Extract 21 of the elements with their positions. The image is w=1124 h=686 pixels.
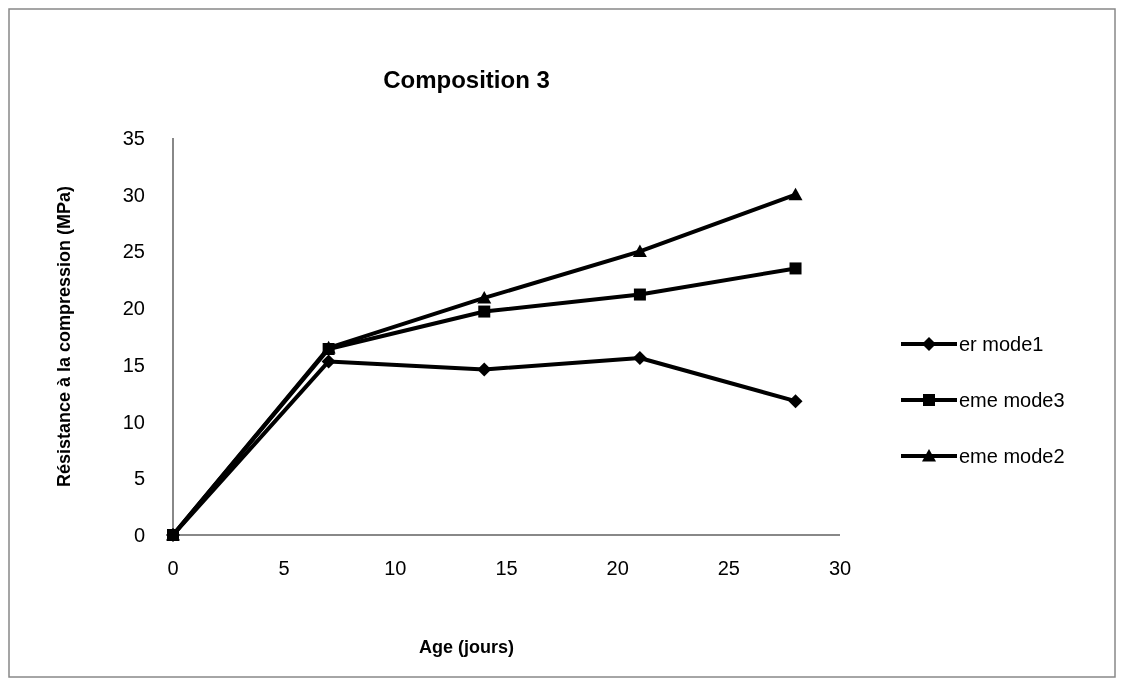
y-tick-label: 35: [122, 127, 145, 149]
legend-label: eme mode2: [959, 445, 1065, 467]
x-tick-label: 0: [167, 557, 179, 579]
y-tick-label: 15: [122, 353, 145, 376]
x-tick-label: 20: [606, 557, 629, 579]
y-axis-title: Résistance à la compression (MPa): [54, 185, 74, 488]
y-tick-label: 5: [133, 467, 145, 490]
x-tick-label: 30: [828, 557, 852, 579]
x-tick-label: 10: [384, 557, 407, 579]
legend-label: er mode1: [959, 333, 1044, 355]
x-tick-label: 5: [278, 557, 290, 579]
x-axis-title: Age (jours): [418, 637, 515, 657]
x-tick-label: 25: [717, 557, 740, 579]
y-tick-label: 0: [133, 524, 145, 546]
y-tick-label: 20: [122, 297, 145, 320]
y-tick-label: 30: [122, 183, 145, 206]
y-tick-label: 10: [122, 410, 145, 433]
legend-label: eme mode3: [959, 389, 1065, 411]
x-tick-label: 15: [495, 557, 518, 579]
chart-title: Composition 3: [383, 66, 550, 93]
y-tick-label: 25: [122, 240, 145, 263]
